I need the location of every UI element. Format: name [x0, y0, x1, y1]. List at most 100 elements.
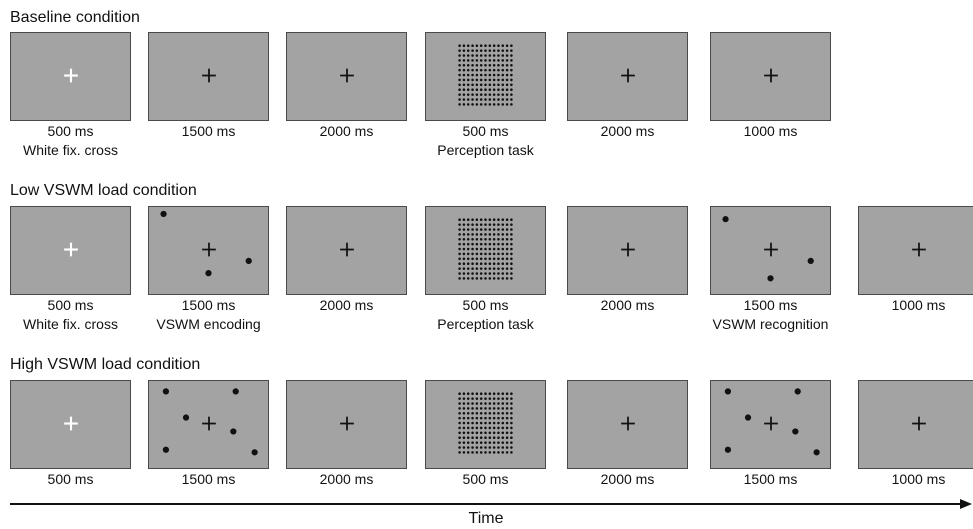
memory-dot — [794, 388, 801, 395]
grid-dot — [492, 54, 496, 57]
grid-dot — [497, 78, 500, 82]
grid-dot — [492, 103, 496, 106]
memory-dot — [792, 428, 799, 435]
grid-dot — [505, 392, 509, 395]
grid-dot — [471, 416, 474, 420]
stimulus-screen — [567, 32, 688, 121]
perception-dot-grid — [458, 44, 513, 106]
grid-dot — [492, 407, 496, 410]
duration-label: 1000 ms — [743, 123, 798, 139]
stimulus-screen — [425, 206, 546, 295]
grid-dot — [479, 277, 483, 280]
grid-dot — [484, 431, 487, 435]
grid-dot — [488, 272, 492, 275]
grid-dot — [471, 277, 474, 280]
grid-dot — [510, 407, 513, 410]
grid-dot — [466, 416, 470, 420]
grid-dot — [497, 237, 500, 241]
stimulus-screen — [10, 380, 131, 469]
grid-dot — [475, 247, 479, 251]
frame-caption: 500 ms — [463, 470, 509, 489]
grid-dot — [479, 223, 483, 226]
grid-dot — [471, 223, 474, 226]
grid-dot — [484, 242, 487, 246]
phase-label: VSWM recognition — [712, 316, 829, 332]
grid-dot — [458, 397, 461, 400]
grid-dot — [505, 83, 509, 87]
grid-dot — [492, 73, 496, 77]
grid-dot — [497, 277, 500, 280]
fixation-cross-icon — [764, 242, 778, 257]
screen-graphic — [621, 68, 635, 83]
grid-dot — [488, 411, 492, 415]
frame-caption: 500 ms Perception task — [437, 296, 534, 334]
frame-caption: 1500 ms — [744, 470, 798, 489]
grid-dot — [510, 267, 513, 270]
grid-dot — [488, 93, 492, 96]
grid-dot — [475, 397, 479, 400]
grid-dot — [458, 402, 461, 405]
grid-dot — [462, 451, 466, 454]
duration-label: 500 ms — [47, 471, 94, 487]
grid-dot — [505, 98, 509, 101]
phase-label: White fix. cross — [23, 142, 118, 158]
grid-dot — [492, 223, 496, 226]
grid-dot — [462, 436, 466, 439]
grid-dot — [471, 431, 474, 435]
grid-dot — [501, 233, 505, 236]
grid-dot — [462, 78, 466, 82]
grid-dot — [484, 451, 487, 454]
stimulus-screen — [858, 206, 973, 295]
grid-dot — [466, 421, 470, 425]
grid-dot — [488, 247, 492, 251]
grid-dot — [501, 431, 505, 435]
grid-dot — [505, 59, 509, 62]
grid-dot — [466, 407, 470, 410]
duration-label: 1000 ms — [891, 297, 946, 313]
grid-dot — [458, 49, 461, 52]
grid-dot — [466, 78, 470, 82]
grid-dot — [505, 93, 509, 96]
perception-dot-grid — [458, 218, 513, 280]
grid-dot — [479, 392, 483, 395]
grid-dot — [492, 63, 496, 67]
grid-dot — [497, 451, 500, 454]
grid-dot — [505, 68, 509, 72]
grid-dot — [497, 93, 500, 96]
grid-dot — [488, 73, 492, 77]
grid-dot — [462, 73, 466, 77]
grid-dot — [505, 44, 509, 47]
stimulus-screen — [710, 206, 831, 295]
grid-dot — [492, 88, 496, 91]
grid-dot — [488, 44, 492, 47]
grid-dot — [497, 63, 500, 67]
grid-dot — [488, 54, 492, 57]
grid-dot — [510, 233, 513, 236]
grid-dot — [458, 257, 461, 261]
grid-dot — [510, 49, 513, 52]
grid-dot — [510, 426, 513, 430]
duration-label: 1500 ms — [181, 471, 236, 487]
duration-label: 500 ms — [47, 123, 94, 139]
screen-graphic — [621, 416, 635, 431]
grid-dot — [458, 228, 461, 231]
grid-dot — [501, 451, 505, 454]
grid-dot — [505, 451, 509, 454]
grid-dot — [479, 252, 483, 256]
frame-caption: 500 ms White fix. cross — [23, 296, 118, 334]
grid-dot — [462, 252, 466, 256]
grid-dot — [492, 441, 496, 444]
grid-dot — [501, 228, 505, 231]
grid-dot — [479, 59, 483, 62]
grid-dot — [488, 262, 492, 265]
grid-dot — [466, 228, 470, 231]
grid-dot — [505, 431, 509, 435]
grid-dot — [492, 451, 496, 454]
grid-dot — [479, 68, 483, 72]
grid-dot — [497, 407, 500, 410]
grid-dot — [475, 103, 479, 106]
grid-dot — [510, 277, 513, 280]
grid-dot — [484, 446, 487, 449]
grid-dot — [479, 98, 483, 101]
grid-dot — [510, 441, 513, 444]
